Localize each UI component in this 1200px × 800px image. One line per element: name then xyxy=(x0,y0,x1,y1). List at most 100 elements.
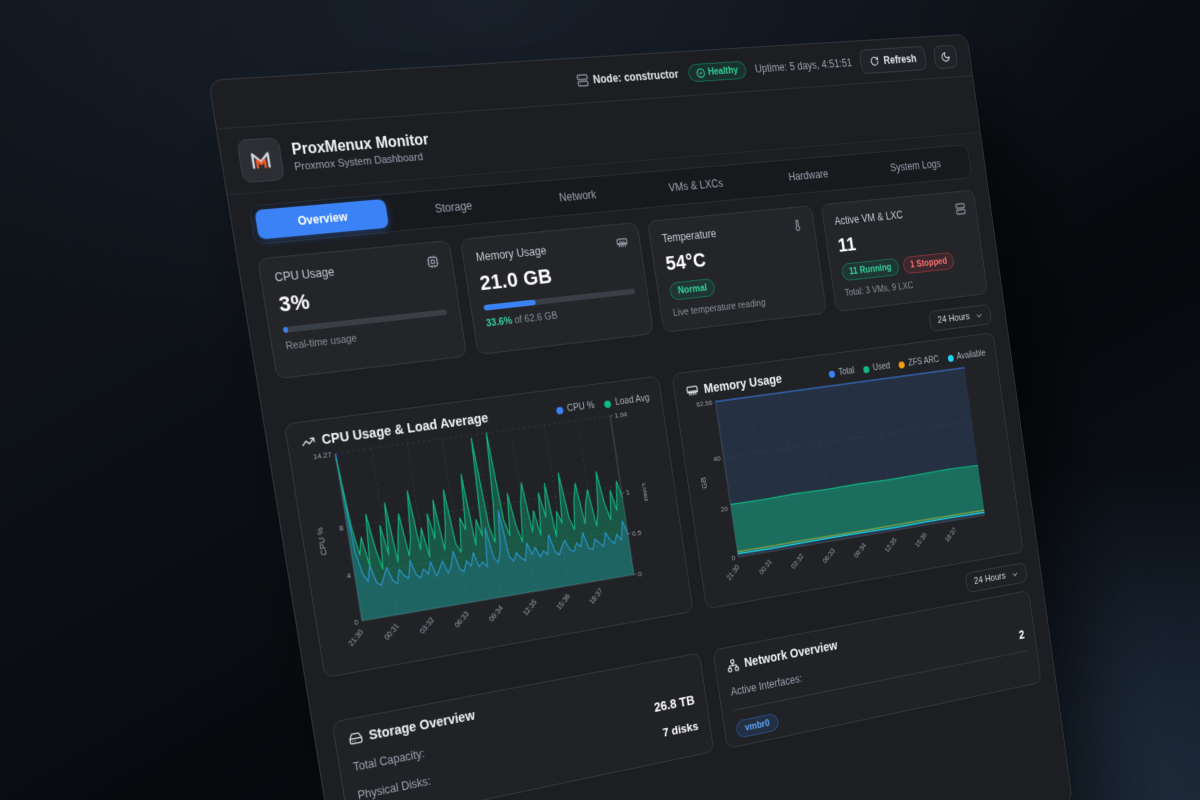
svg-text:1.94: 1.94 xyxy=(614,410,629,420)
tab-hardware[interactable]: Hardware xyxy=(753,158,864,194)
thermometer-icon xyxy=(791,219,803,232)
memory-usage-card: Memory Usage 21.0 GB 33.6% of 62.6 GB xyxy=(459,222,654,356)
refresh-icon xyxy=(870,56,880,67)
svg-text:03:32: 03:32 xyxy=(418,616,436,636)
tab-overview[interactable]: Overview xyxy=(254,198,390,240)
legend-dot-icon xyxy=(555,406,564,415)
svg-text:18:37: 18:37 xyxy=(588,587,605,606)
memory-chart-icon xyxy=(685,383,699,398)
legend-dot-icon xyxy=(862,365,870,374)
cpu-load-chart: 0 4 8 14.27 21:30 00:31 03:32 06:33 09:34 12:35 15… xyxy=(312,410,651,648)
cpu-load-chart-card: CPU Usage & Load Average CPU % Load Avg 0… xyxy=(283,375,694,679)
legend-dot-icon xyxy=(898,360,906,369)
svg-text:62.56: 62.56 xyxy=(696,398,714,408)
network-interface-chip[interactable]: vmbr0 xyxy=(735,712,780,739)
tab-vms-lxcs[interactable]: VMs & LXCs xyxy=(637,167,753,204)
storage-title: Storage Overview xyxy=(367,707,476,743)
network-interfaces-label: Active Interfaces: xyxy=(729,672,804,699)
active-vm-lxc-card: Active VM & LXC 11 11 Running 1 Stopped … xyxy=(820,189,988,313)
svg-text:03:32: 03:32 xyxy=(790,552,805,570)
svg-text:1: 1 xyxy=(625,488,630,497)
storage-disks-label: Physical Disks: xyxy=(356,773,432,800)
svg-text:00:31: 00:31 xyxy=(383,621,402,642)
vm-card-title: Active VM & LXC xyxy=(833,208,904,228)
app-titles: ProxMenux Monitor Proxmox System Dashboa… xyxy=(290,132,432,173)
svg-text:0: 0 xyxy=(731,554,736,563)
temperature-status-badge: Normal xyxy=(668,277,717,301)
charts-row: CPU Usage & Load Average CPU % Load Avg 0… xyxy=(283,332,1024,679)
health-badge: Healthy xyxy=(686,60,748,83)
svg-text:15:36: 15:36 xyxy=(914,531,929,549)
refresh-button[interactable]: Refresh xyxy=(858,45,928,75)
memory-chart-card: Memory Usage Total Used ZFS ARC Available 0… xyxy=(671,332,1024,610)
storage-disks-value: 7 disks xyxy=(661,718,700,740)
storage-capacity-value: 26.8 TB xyxy=(653,692,696,715)
vm-running-badge: 11 Running xyxy=(840,257,900,282)
time-range-value-2: 24 Hours xyxy=(973,570,1007,587)
svg-text:Load: Load xyxy=(640,482,651,501)
dashboard-window: Node: constructor Healthy Uptime: 5 days… xyxy=(208,33,1073,800)
network-title: Network Overview xyxy=(743,637,839,670)
cpu-card-title: CPU Usage xyxy=(273,264,336,285)
svg-text:0: 0 xyxy=(354,617,360,626)
time-range-value: 24 Hours xyxy=(937,311,971,326)
check-circle-icon xyxy=(695,67,705,77)
svg-text:0.5: 0.5 xyxy=(631,528,642,538)
svg-text:09:34: 09:34 xyxy=(853,541,868,560)
refresh-label: Refresh xyxy=(882,52,918,67)
cpu-progress-fill xyxy=(282,326,289,334)
health-status-text: Healthy xyxy=(707,64,739,78)
tab-network[interactable]: Network xyxy=(516,177,638,215)
server-icon xyxy=(575,74,589,88)
tab-system-logs[interactable]: System Logs xyxy=(862,149,967,184)
svg-text:09:34: 09:34 xyxy=(487,603,505,623)
svg-text:06:33: 06:33 xyxy=(453,609,471,629)
time-range-select-bottom[interactable]: 24 Hours xyxy=(965,562,1028,594)
svg-text:06:33: 06:33 xyxy=(821,546,837,565)
node-name-text: Node: constructor xyxy=(592,67,680,87)
svg-text:8: 8 xyxy=(339,524,345,533)
network-interfaces-value: 2 xyxy=(1018,627,1026,642)
svg-text:0: 0 xyxy=(638,570,643,579)
svg-text:21:30: 21:30 xyxy=(347,627,366,648)
network-icon xyxy=(726,657,740,672)
memory-usage-chart: 0 20 40 62.56 21:30 00:31 03:32 06:33 09:34 12:35… xyxy=(696,360,998,582)
storage-capacity-label: Total Capacity: xyxy=(352,746,426,774)
moon-icon xyxy=(940,51,951,63)
servers-icon xyxy=(955,202,967,215)
time-range-select-top[interactable]: 24 Hours xyxy=(928,303,993,332)
cpu-icon xyxy=(426,255,441,269)
svg-text:14.27: 14.27 xyxy=(312,450,332,461)
memory-value: 21.0 GB xyxy=(478,264,554,295)
chevron-down-icon xyxy=(975,310,984,320)
svg-text:20: 20 xyxy=(720,504,729,513)
svg-text:GB: GB xyxy=(699,477,709,490)
memory-progress-fill xyxy=(483,299,537,311)
svg-text:12:35: 12:35 xyxy=(521,598,539,618)
vm-stopped-badge: 1 Stopped xyxy=(901,251,956,275)
chevron-down-icon-2 xyxy=(1011,569,1020,579)
app-logo xyxy=(236,136,286,184)
svg-text:18:37: 18:37 xyxy=(944,526,958,544)
memory-card-title: Memory Usage xyxy=(475,243,548,265)
memory-of-total: of 62.6 GB xyxy=(511,310,559,327)
cpu-usage-card: CPU Usage 3% Real-time usage xyxy=(257,240,468,380)
svg-text:CPU %: CPU % xyxy=(315,527,329,557)
legend-dot-icon xyxy=(947,354,954,362)
svg-text:00:31: 00:31 xyxy=(758,557,774,576)
temperature-card-title: Temperature xyxy=(661,227,717,246)
memory-icon xyxy=(615,236,628,250)
svg-text:40: 40 xyxy=(713,455,722,464)
trending-up-icon xyxy=(300,433,316,449)
proxmenux-logo-icon xyxy=(246,146,275,173)
theme-toggle-button[interactable] xyxy=(932,44,959,69)
legend-dot-icon xyxy=(828,370,836,378)
svg-text:21:30: 21:30 xyxy=(725,563,741,582)
uptime-text: Uptime: 5 days, 4:51:51 xyxy=(754,56,853,76)
hard-drive-icon xyxy=(348,729,364,746)
legend-dot-icon xyxy=(604,399,612,408)
memory-used-percent: 33.6% xyxy=(485,315,513,330)
node-label: Node: constructor xyxy=(575,68,679,87)
tab-storage[interactable]: Storage xyxy=(389,188,517,227)
